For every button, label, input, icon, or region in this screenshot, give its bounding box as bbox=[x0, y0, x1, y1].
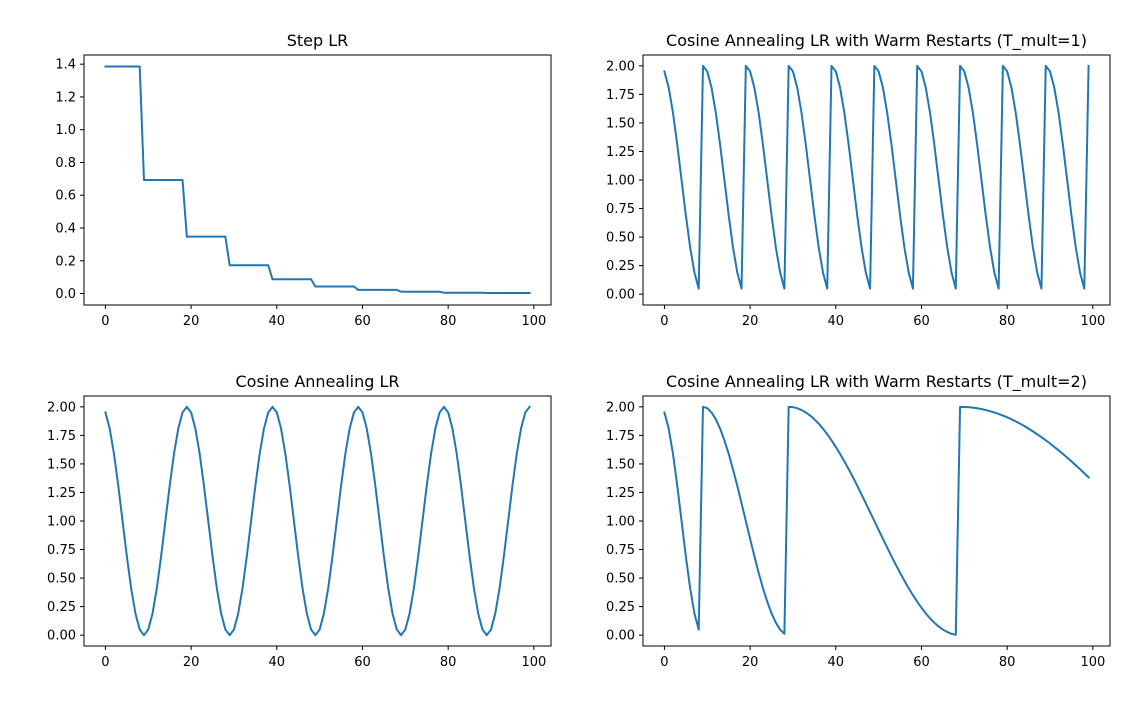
chart-title: Cosine Annealing LR bbox=[236, 372, 400, 391]
y-tick-label: 2.00 bbox=[47, 400, 76, 415]
chart-3: Cosine Annealing LR 0 20 40 60 80 100 0.00 0.25 0… bbox=[47, 372, 552, 670]
y-tick-label: 1.00 bbox=[47, 515, 76, 530]
x-tick-label: 100 bbox=[1080, 655, 1105, 670]
x-tick-label: 100 bbox=[1080, 314, 1105, 329]
x-tick-label: 80 bbox=[440, 655, 457, 670]
chart-2: Cosine Annealing LR with Warm Restarts (… bbox=[606, 31, 1111, 329]
x-tick-label: 20 bbox=[183, 314, 200, 329]
x-tick-label: 60 bbox=[354, 655, 371, 670]
y-tick-label: 1.25 bbox=[47, 486, 76, 501]
y-tick-label: 0.25 bbox=[606, 600, 635, 615]
y-tick-label: 0.6 bbox=[55, 189, 76, 204]
y-tick-label: 0.0 bbox=[55, 287, 76, 302]
x-tick-label: 40 bbox=[269, 314, 286, 329]
y-tick-label: 0.2 bbox=[55, 254, 76, 269]
y-tick-label: 1.25 bbox=[606, 486, 635, 501]
x-tick-label: 80 bbox=[999, 314, 1016, 329]
chart-title: Step LR bbox=[287, 31, 349, 50]
x-tick-label: 40 bbox=[828, 655, 845, 670]
x-tick-label: 60 bbox=[354, 314, 371, 329]
y-tick-label: 0.8 bbox=[55, 156, 76, 171]
axes-frame bbox=[642, 395, 1111, 647]
series-line-1 bbox=[663, 64, 1090, 290]
x-tick-label: 80 bbox=[999, 655, 1016, 670]
y-tick-label: 0.50 bbox=[606, 572, 635, 587]
y-tick-label: 1.2 bbox=[55, 90, 76, 105]
y-tick-label: 1.50 bbox=[606, 116, 635, 131]
y-tick-label: 1.75 bbox=[606, 429, 635, 444]
y-tick-label: 1.75 bbox=[47, 429, 76, 444]
x-tick-label: 20 bbox=[183, 655, 200, 670]
series-line-1 bbox=[104, 405, 531, 637]
y-tick-label: 0.00 bbox=[47, 629, 76, 644]
chart-1: Step LR 0 20 40 60 80 100 0.0 0.2 0.4 0.6 0.8 1.0 1.2… bbox=[55, 31, 552, 329]
y-tick-label: 1.75 bbox=[606, 88, 635, 103]
y-tick-label: 1.50 bbox=[47, 457, 76, 472]
x-tick-label: 0 bbox=[101, 655, 109, 670]
y-tick-label: 1.00 bbox=[606, 174, 635, 189]
x-tick-label: 40 bbox=[828, 314, 845, 329]
chart-4: Cosine Annealing LR with Warm Restarts (… bbox=[606, 372, 1111, 670]
x-tick-label: 20 bbox=[742, 655, 759, 670]
x-tick-label: 0 bbox=[660, 655, 668, 670]
y-tick-label: 0.00 bbox=[606, 629, 635, 644]
chart-title: Cosine Annealing LR with Warm Restarts (… bbox=[666, 372, 1087, 392]
y-tick-label: 0.25 bbox=[47, 600, 76, 615]
x-tick-label: 0 bbox=[660, 314, 668, 329]
y-tick-label: 1.00 bbox=[606, 515, 635, 530]
y-tick-label: 0.75 bbox=[47, 543, 76, 558]
series-line-1 bbox=[104, 65, 531, 295]
series-line-1 bbox=[663, 405, 1090, 636]
axes-frame bbox=[83, 54, 552, 306]
y-tick-label: 1.4 bbox=[55, 58, 76, 73]
y-tick-label: 2.00 bbox=[606, 400, 635, 415]
y-tick-label: 0.75 bbox=[606, 543, 635, 558]
y-tick-label: 0.00 bbox=[606, 288, 635, 303]
y-tick-label: 2.00 bbox=[606, 59, 635, 74]
x-tick-label: 100 bbox=[521, 314, 546, 329]
y-tick-label: 0.50 bbox=[47, 572, 76, 587]
x-tick-label: 100 bbox=[521, 655, 546, 670]
y-tick-label: 1.25 bbox=[606, 145, 635, 160]
x-tick-label: 40 bbox=[269, 655, 286, 670]
y-tick-label: 0.50 bbox=[606, 231, 635, 246]
y-tick-label: 1.0 bbox=[55, 123, 76, 138]
x-tick-label: 0 bbox=[101, 314, 109, 329]
y-tick-label: 1.50 bbox=[606, 457, 635, 472]
y-tick-label: 0.75 bbox=[606, 202, 635, 217]
x-tick-label: 60 bbox=[913, 655, 930, 670]
y-tick-label: 0.4 bbox=[55, 222, 76, 237]
x-tick-label: 20 bbox=[742, 314, 759, 329]
x-tick-label: 60 bbox=[913, 314, 930, 329]
chart-title: Cosine Annealing LR with Warm Restarts (… bbox=[666, 31, 1087, 51]
y-tick-label: 0.25 bbox=[606, 259, 635, 274]
x-tick-label: 80 bbox=[440, 314, 457, 329]
